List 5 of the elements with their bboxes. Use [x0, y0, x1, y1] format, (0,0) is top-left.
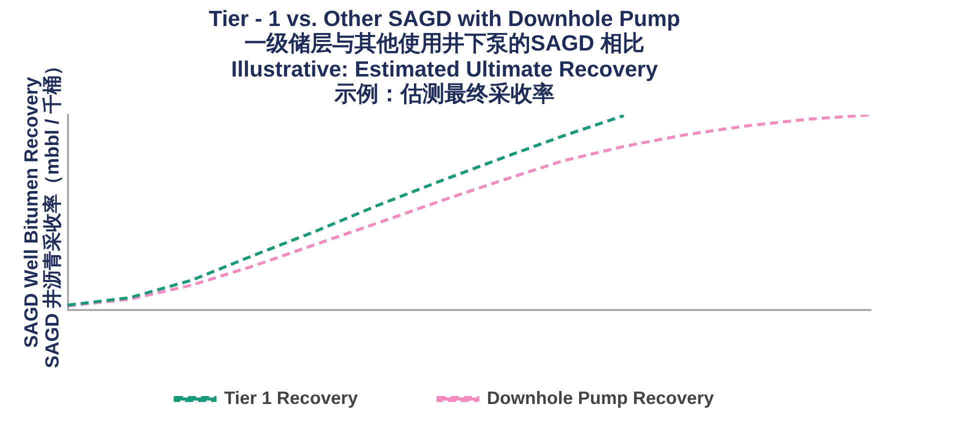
chart-title: Tier - 1 vs. Other SAGD with Downhole Pump 一级储层与其他使用井下泵的SAGD 相比 [208, 6, 680, 56]
chart-subtitle: Illustrative: Estimated Ultimate Recovery 示例：估测最终采收率 [231, 56, 659, 106]
y-axis-title: SAGD Well Bitumen Recovery SAGD 井沥青采收率（mbbl / 千桶） [22, 56, 64, 368]
legend-label: Downhole Pump Recovery [486, 388, 714, 408]
legend-label: Tier 1 Recovery [224, 388, 358, 408]
